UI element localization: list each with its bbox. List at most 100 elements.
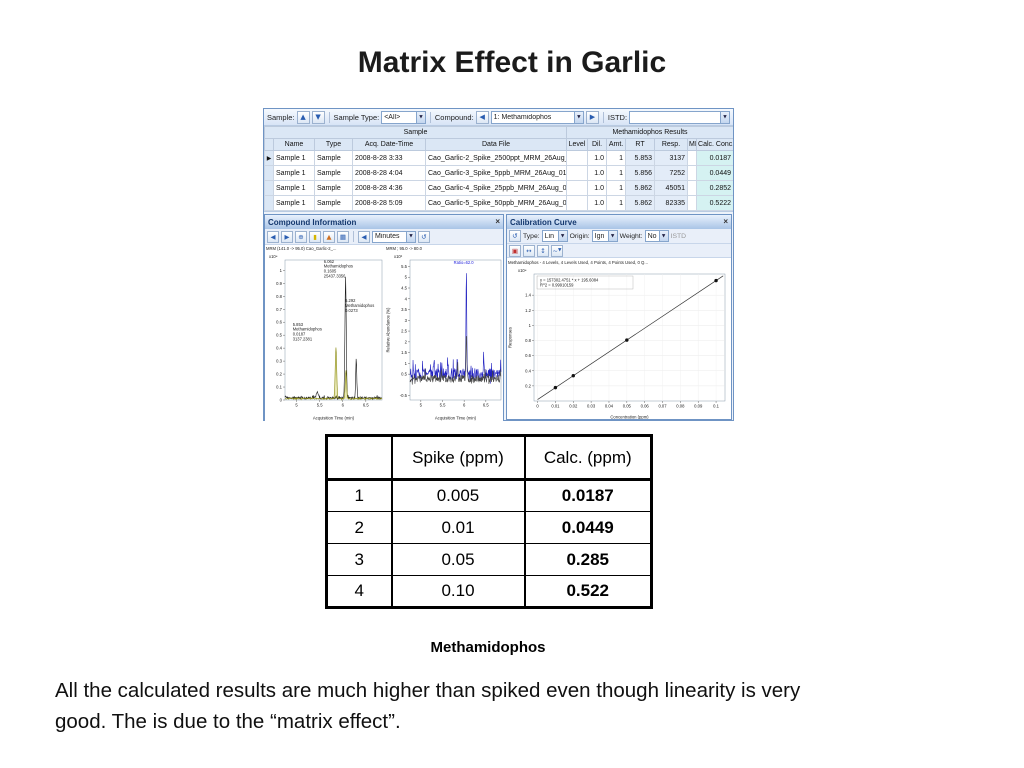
batch-cell: 45051 xyxy=(654,180,689,196)
batch-cell xyxy=(264,165,274,181)
sample-down-button[interactable]: ▼ xyxy=(311,110,325,124)
calibration-toolbar-2: ▣ ↔ ↕ ~ ▼ xyxy=(507,244,731,258)
batch-cell: 0.0449 xyxy=(696,165,733,181)
column-header[interactable]: Amt. xyxy=(606,138,627,151)
cal-point xyxy=(571,374,575,378)
batch-row[interactable]: ▶ Sample 1 Sample 2008-8-28 3:33 Cao_Garlic-… xyxy=(264,150,733,166)
weight-label: Weight: xyxy=(619,232,643,240)
svg-text:6.062: 6.062 xyxy=(324,259,335,264)
column-header[interactable]: Calc. Conc. xyxy=(696,138,733,151)
chevron-down-icon: ▼ xyxy=(720,111,729,123)
batch-cell: Sample 1 xyxy=(273,180,315,196)
svg-text:3137.2381: 3137.2381 xyxy=(293,337,313,342)
qualifier-chromatogram-plot[interactable]: -0.5 0.5 1 1.5 2 2.5 3 3.5 4 4.5 5 5.5 5 5.5 6 6.5 Acqui… xyxy=(385,245,503,421)
fit-x-axis-icon[interactable]: ↔ xyxy=(523,244,535,257)
svg-text:Methamidophos: Methamidophos xyxy=(293,327,322,332)
batch-cell: 3137 xyxy=(654,150,689,166)
batch-cell xyxy=(687,165,698,181)
panel-title-bar[interactable]: Compound Information × xyxy=(265,215,503,229)
sample-up-button[interactable]: ▲ xyxy=(296,110,310,124)
batch-cell: 1 xyxy=(606,195,627,211)
close-icon[interactable]: × xyxy=(495,217,500,226)
column-header[interactable]: MI xyxy=(687,138,698,151)
weight-dropdown[interactable]: No ▼ xyxy=(644,230,669,242)
svg-text:1.4: 1.4 xyxy=(525,293,531,298)
svg-text:0.9: 0.9 xyxy=(276,281,282,286)
horizontal-arrows-glyph: ↔ xyxy=(526,246,532,255)
sample-label: Sample: xyxy=(267,112,295,122)
previous-plot-button[interactable]: ◀ xyxy=(267,230,279,243)
istd-dropdown[interactable]: ▼ xyxy=(629,110,730,124)
batch-cell: 2008-8-28 4:36 xyxy=(352,180,426,196)
batch-row[interactable]: Sample 1 Sample 2008-8-28 4:36 Cao_Garlic-4… xyxy=(264,180,733,196)
svg-text:0: 0 xyxy=(280,398,283,403)
column-header[interactable]: Acq. Date-Time xyxy=(352,138,426,151)
batch-cell: 0.0187 xyxy=(696,150,733,166)
batch-row[interactable]: Sample 1 Sample 2008-8-28 4:04 Cao_Garlic-3… xyxy=(264,165,733,181)
origin-dropdown[interactable]: Ign ▼ xyxy=(591,230,618,242)
column-header[interactable]: Dil. xyxy=(587,138,608,151)
svg-text:0.6: 0.6 xyxy=(276,320,282,325)
chevron-down-icon: ▼ xyxy=(658,231,668,241)
svg-text:0.0187: 0.0187 xyxy=(293,332,306,337)
sample-type-dropdown[interactable]: <All> ▼ xyxy=(381,110,426,124)
color-swatch-icon[interactable]: ▣ xyxy=(509,244,521,257)
compound-label: Compound: xyxy=(434,112,474,122)
column-header[interactable]: Type xyxy=(314,138,353,151)
svg-text:x10²: x10² xyxy=(394,254,403,259)
svg-text:5: 5 xyxy=(405,275,408,280)
left-arrow-icon: ◀ xyxy=(479,113,485,121)
peak-label-icon[interactable]: ▲ xyxy=(323,230,335,243)
row-number: 2 xyxy=(326,511,392,544)
fit-y-axis-icon[interactable]: ↕ xyxy=(537,244,549,257)
column-header[interactable] xyxy=(264,138,274,151)
zoom-icon[interactable]: ⊕ xyxy=(295,230,307,243)
chart-glyph: ▦ xyxy=(339,232,347,241)
previous-compound-button[interactable]: ◀ xyxy=(475,110,489,124)
svg-text:0.3: 0.3 xyxy=(276,359,282,364)
results-row: 3 0.05 0.285 xyxy=(326,543,652,576)
svg-text:0.4: 0.4 xyxy=(276,346,282,351)
batch-cell: 0.2852 xyxy=(696,180,733,196)
column-header[interactable]: Resp. xyxy=(654,138,689,151)
batch-row[interactable]: Sample 1 Sample 2008-8-28 5:09 Cao_Garlic-5… xyxy=(264,195,733,211)
quantifier-chromatogram-plot[interactable]: 0 0.1 0.2 0.3 0.4 0.5 0.6 0.7 0.8 0.9 1 5 5.5 6 6.5 Acq… xyxy=(265,245,385,421)
batch-cell: 2008-8-28 4:04 xyxy=(352,165,426,181)
spike-value: 0.005 xyxy=(390,478,525,512)
calibration-curve-plot[interactable]: 0.2 0.4 0.6 0.8 1 1.2 1.4 0 0.01 0.02 0.03 0.04 0.05… xyxy=(507,258,731,419)
column-header[interactable]: Data File xyxy=(424,138,568,151)
pan-left-icon[interactable]: ◀ xyxy=(358,230,370,243)
fit-type-value: Lin xyxy=(544,232,554,240)
cal-point xyxy=(553,385,558,390)
column-header[interactable]: Level xyxy=(566,138,589,151)
batch-cell: 2008-8-28 5:09 xyxy=(352,195,426,211)
chevron-down-icon: ▼ xyxy=(573,111,583,123)
column-header[interactable]: RT xyxy=(625,138,656,151)
svg-text:0.5: 0.5 xyxy=(276,333,282,338)
curve-style-icon[interactable]: ~ ▼ xyxy=(551,244,563,257)
column-header[interactable]: Name xyxy=(273,138,315,151)
time-units-dropdown[interactable]: Minutes ▼ xyxy=(372,230,416,243)
batch-table[interactable]: Sample Methamidophos Results Name Type Acq. … xyxy=(264,126,733,211)
svg-text:0.01: 0.01 xyxy=(551,404,560,409)
next-compound-button[interactable]: ▶ xyxy=(585,110,599,124)
next-plot-button[interactable]: ▶ xyxy=(281,230,293,243)
svg-text:0.04: 0.04 xyxy=(605,404,614,409)
panel-title-bar[interactable]: Calibration Curve × xyxy=(507,215,731,229)
svg-text:5.5: 5.5 xyxy=(317,403,323,408)
fit-type-dropdown[interactable]: Lin ▼ xyxy=(541,230,568,242)
batch-cell: 5.862 xyxy=(625,195,656,211)
reset-zoom-icon[interactable]: ↺ xyxy=(418,230,430,243)
close-icon[interactable]: × xyxy=(723,217,728,226)
batch-cell xyxy=(566,165,589,181)
cal-point xyxy=(625,338,629,342)
highlight-peak-icon[interactable]: ▮ xyxy=(309,230,321,243)
recalculate-icon[interactable]: ↺ xyxy=(509,230,521,242)
chart-columns-icon[interactable]: ▦ xyxy=(337,230,349,243)
compound-dropdown[interactable]: 1: Methamidophos ▼ xyxy=(490,110,584,124)
svg-text:6.292: 6.292 xyxy=(345,298,356,303)
calc-value: 0.0449 xyxy=(523,511,652,544)
svg-text:1: 1 xyxy=(280,268,283,273)
svg-text:Methamidophos: Methamidophos xyxy=(345,303,374,308)
batch-cell: 82335 xyxy=(654,195,689,211)
